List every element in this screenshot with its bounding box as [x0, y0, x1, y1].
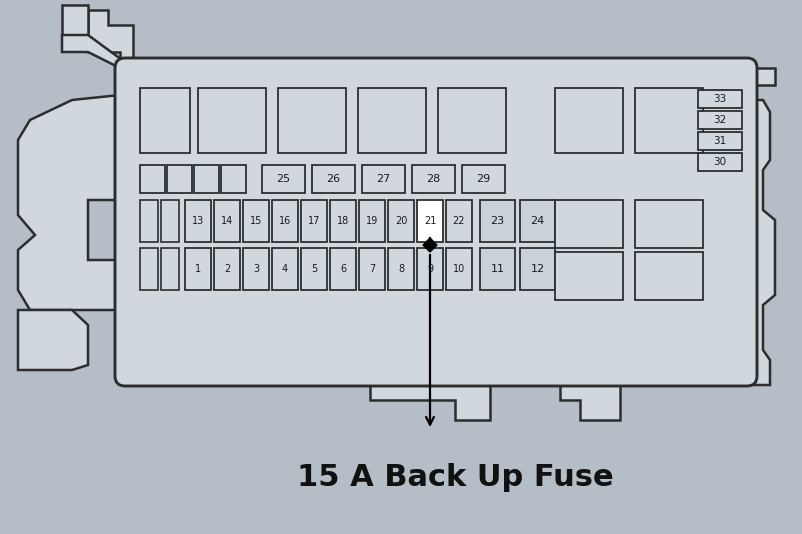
Bar: [520, 248, 554, 290]
Polygon shape: [18, 95, 119, 310]
Text: 27: 27: [376, 174, 390, 184]
Polygon shape: [423, 238, 436, 252]
Text: 10: 10: [452, 264, 464, 274]
Bar: [697, 153, 741, 171]
Bar: [445, 248, 472, 290]
Polygon shape: [746, 68, 774, 85]
Text: 14: 14: [221, 216, 233, 226]
Bar: [554, 200, 622, 248]
Text: 21: 21: [423, 216, 435, 226]
Text: 31: 31: [712, 136, 726, 146]
Bar: [301, 200, 326, 242]
Text: 11: 11: [490, 264, 504, 274]
Bar: [140, 88, 190, 153]
Bar: [243, 248, 269, 290]
Text: 30: 30: [712, 157, 726, 167]
Text: 33: 33: [712, 94, 726, 104]
Text: 2: 2: [224, 264, 230, 274]
Bar: [198, 88, 265, 153]
Bar: [697, 90, 741, 108]
Text: 3: 3: [253, 264, 259, 274]
Text: 9: 9: [427, 264, 432, 274]
Text: 29: 29: [476, 174, 490, 184]
Bar: [330, 248, 355, 290]
Bar: [697, 111, 741, 129]
Bar: [480, 200, 514, 242]
Bar: [243, 200, 269, 242]
Bar: [445, 200, 472, 242]
Bar: [461, 165, 504, 193]
Bar: [411, 165, 455, 193]
Polygon shape: [370, 376, 489, 420]
Bar: [261, 165, 305, 193]
Text: 22: 22: [452, 216, 464, 226]
Bar: [634, 200, 702, 248]
Bar: [140, 200, 158, 242]
Bar: [184, 200, 211, 242]
Text: 12: 12: [530, 264, 544, 274]
Text: 25: 25: [276, 174, 290, 184]
Bar: [520, 200, 554, 242]
Bar: [416, 200, 443, 242]
Text: 15 A Back Up Fuse: 15 A Back Up Fuse: [296, 464, 613, 492]
Bar: [387, 200, 414, 242]
Bar: [301, 248, 326, 290]
Text: 16: 16: [278, 216, 291, 226]
Text: 26: 26: [326, 174, 340, 184]
Bar: [358, 248, 384, 290]
Bar: [140, 165, 164, 193]
Bar: [277, 88, 346, 153]
Text: 28: 28: [426, 174, 440, 184]
Bar: [160, 248, 179, 290]
Polygon shape: [88, 10, 133, 68]
Text: 23: 23: [490, 216, 504, 226]
Bar: [140, 248, 158, 290]
Bar: [214, 248, 240, 290]
Bar: [358, 88, 426, 153]
Text: 15: 15: [249, 216, 262, 226]
Text: 18: 18: [337, 216, 349, 226]
Text: 17: 17: [307, 216, 320, 226]
Bar: [194, 165, 219, 193]
Text: 20: 20: [395, 216, 407, 226]
Bar: [312, 165, 354, 193]
Bar: [437, 88, 505, 153]
Polygon shape: [746, 100, 774, 385]
Text: 7: 7: [368, 264, 375, 274]
Polygon shape: [62, 35, 133, 68]
Polygon shape: [559, 376, 619, 420]
Bar: [272, 248, 298, 290]
Bar: [358, 200, 384, 242]
Bar: [330, 200, 355, 242]
Bar: [167, 165, 192, 193]
Bar: [221, 165, 245, 193]
Text: 1: 1: [195, 264, 200, 274]
Bar: [387, 248, 414, 290]
Bar: [214, 200, 240, 242]
Text: 5: 5: [310, 264, 317, 274]
Bar: [362, 165, 404, 193]
Bar: [184, 248, 211, 290]
Polygon shape: [18, 310, 88, 370]
Polygon shape: [62, 5, 88, 35]
FancyBboxPatch shape: [115, 58, 756, 386]
Text: 8: 8: [398, 264, 403, 274]
Bar: [480, 248, 514, 290]
Text: 13: 13: [192, 216, 204, 226]
Text: 24: 24: [529, 216, 544, 226]
Bar: [634, 252, 702, 300]
Bar: [634, 88, 702, 153]
Text: 4: 4: [282, 264, 288, 274]
Text: 19: 19: [366, 216, 378, 226]
Bar: [272, 200, 298, 242]
Bar: [416, 248, 443, 290]
Bar: [697, 132, 741, 150]
Text: 6: 6: [339, 264, 346, 274]
Bar: [554, 88, 622, 153]
Text: 32: 32: [712, 115, 726, 125]
Bar: [554, 252, 622, 300]
Bar: [160, 200, 179, 242]
